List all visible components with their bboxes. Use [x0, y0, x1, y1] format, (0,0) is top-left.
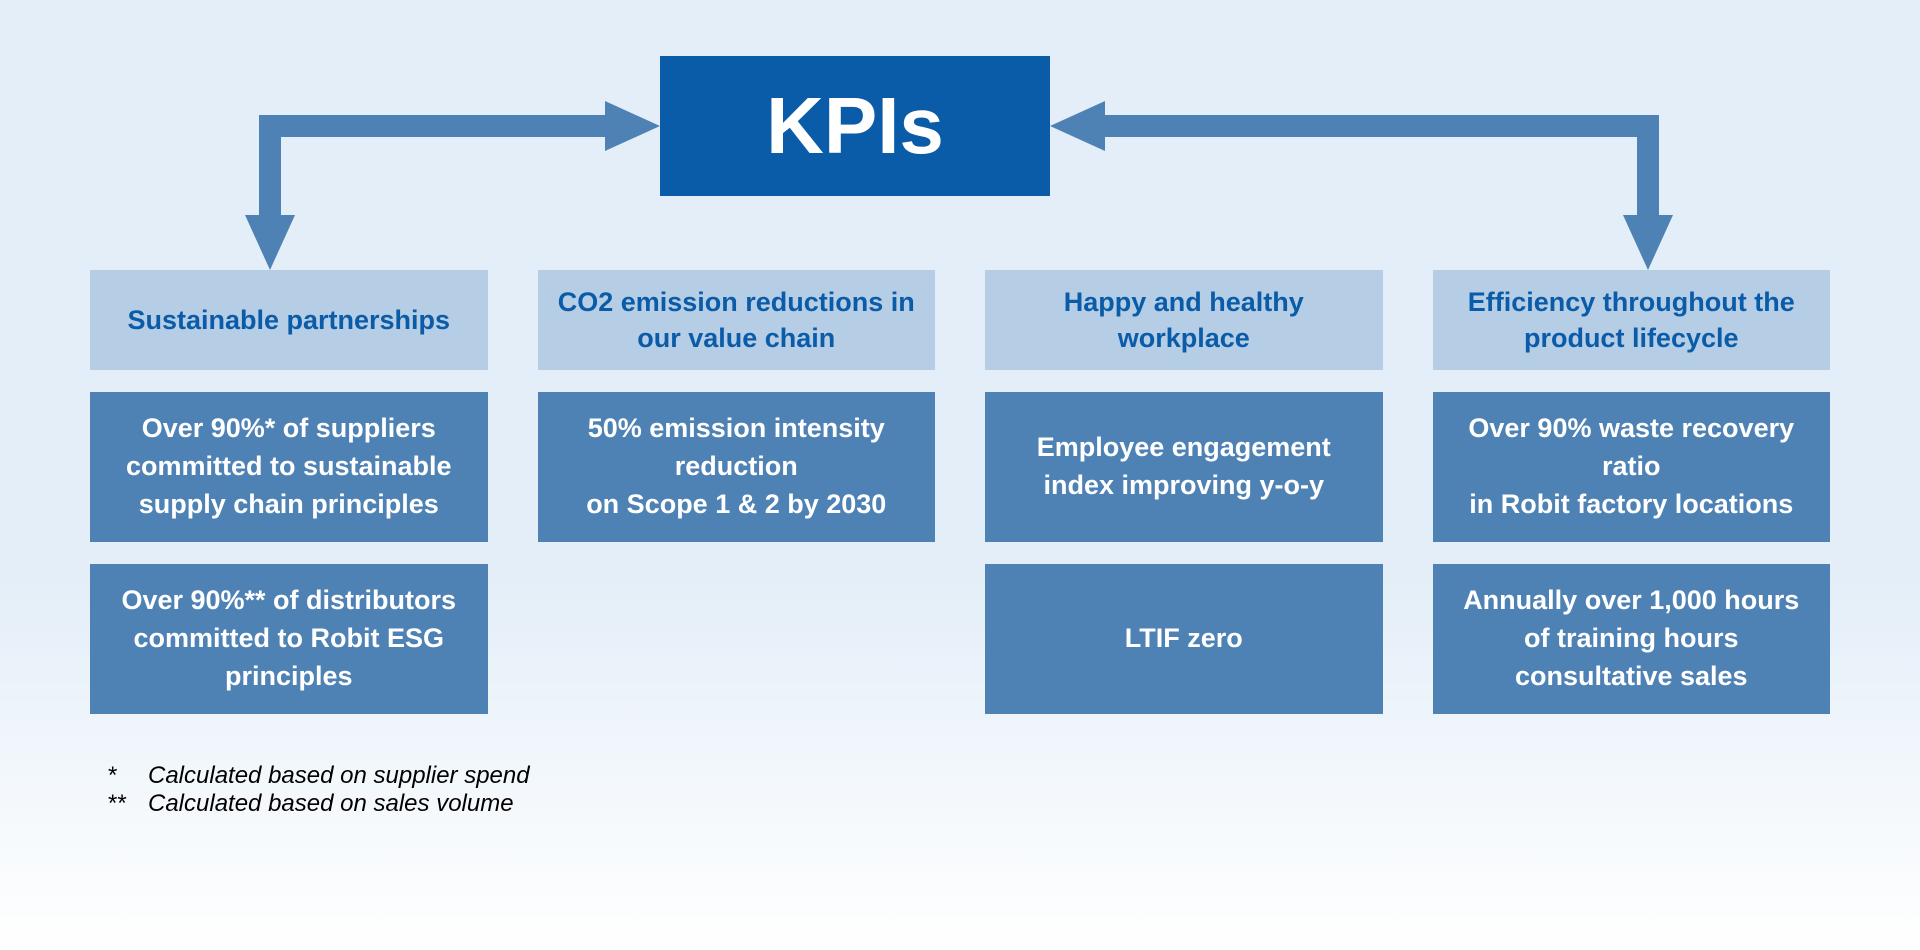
kpi-item: 50% emission intensity reductionon Scope…	[538, 392, 936, 542]
kpi-title: KPIs	[766, 80, 944, 172]
footnote-mark: *	[108, 762, 148, 790]
kpi-column-header: Sustainable partnerships	[90, 270, 488, 370]
kpi-columns: Sustainable partnerships Over 90%* of sup…	[90, 270, 1830, 714]
kpi-item: Over 90%** of distributors committed to …	[90, 564, 488, 714]
footnote: *Calculated based on supplier spend	[108, 762, 530, 790]
kpi-column: Sustainable partnerships Over 90%* of sup…	[90, 270, 488, 714]
kpi-item: Annually over 1,000 hours of training ho…	[1433, 564, 1831, 714]
footnote: **Calculated based on sales volume	[108, 790, 530, 818]
kpi-column: Efficiency throughout the product lifecy…	[1433, 270, 1831, 714]
kpi-column: CO2 emission reductions in our value cha…	[538, 270, 936, 714]
kpi-item: Employee engagement index improving y-o-…	[985, 392, 1383, 542]
kpi-column-header: CO2 emission reductions in our value cha…	[538, 270, 936, 370]
footnote-text: Calculated based on supplier spend	[148, 762, 530, 790]
kpi-title-box: KPIs	[660, 56, 1050, 196]
kpi-column-header: Efficiency throughout the product lifecy…	[1433, 270, 1831, 370]
kpi-column: Happy and healthy workplace Employee enga…	[985, 270, 1383, 714]
footnote-text: Calculated based on sales volume	[148, 790, 514, 818]
kpi-column-header: Happy and healthy workplace	[985, 270, 1383, 370]
kpi-item: Over 90%* of suppliers committed to sust…	[90, 392, 488, 542]
footnotes: *Calculated based on supplier spend**Cal…	[108, 762, 530, 818]
kpi-item: LTIF zero	[985, 564, 1383, 714]
footnote-mark: **	[108, 790, 148, 818]
kpi-item: Over 90% waste recovery ratioin Robit fa…	[1433, 392, 1831, 542]
